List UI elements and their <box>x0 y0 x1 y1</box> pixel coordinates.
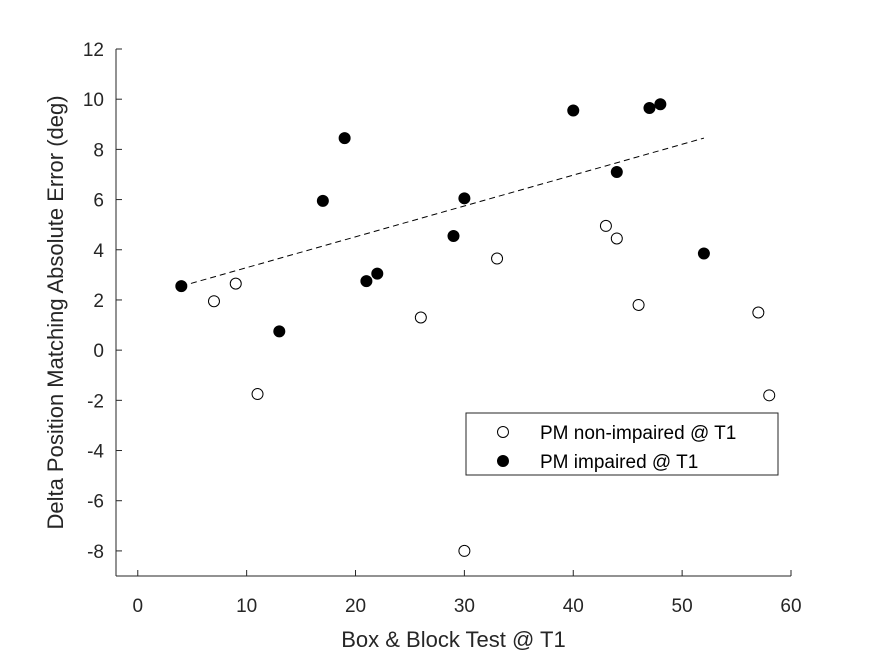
impaired-point <box>338 132 351 145</box>
impaired-point <box>175 280 188 293</box>
y-tick-label: 6 <box>93 191 104 212</box>
non-impaired-point <box>229 277 242 290</box>
y-tick-label: 4 <box>93 241 104 262</box>
impaired-point <box>316 194 329 207</box>
x-tick-label: 10 <box>236 596 257 617</box>
trendline-layer <box>181 137 705 287</box>
x-tick-label: 50 <box>672 596 693 617</box>
non-impaired-point <box>491 252 504 265</box>
y-axis-title: Delta Position Matching Absolute Error (… <box>43 95 68 529</box>
y-tick-label: 8 <box>93 140 104 161</box>
y-tick-label: 10 <box>83 90 104 111</box>
impaired-point <box>567 104 580 117</box>
non-impaired-point <box>632 298 645 311</box>
impaired-point <box>643 101 656 114</box>
impaired-point <box>458 192 471 205</box>
y-tick-label: -8 <box>87 542 104 563</box>
x-axis: 0 10 20 30 40 50 60 <box>116 570 802 617</box>
non-impaired-point <box>207 295 220 308</box>
impaired-point <box>360 275 373 288</box>
x-tick-label: 0 <box>132 596 143 617</box>
non-impaired-point <box>763 389 776 402</box>
legend: PM non-impaired @ T1 PM impaired @ T1 <box>465 412 779 476</box>
x-tick-label: 30 <box>454 596 475 617</box>
non-impaired-point <box>752 306 765 319</box>
impaired-point <box>654 98 667 111</box>
y-axis: -8 -6 -4 -2 0 2 4 6 8 10 12 <box>83 40 122 576</box>
x-tick-label: 60 <box>780 596 801 617</box>
impaired-point <box>447 229 460 242</box>
impaired-point <box>610 165 623 178</box>
y-tick-label: 0 <box>93 341 104 362</box>
trendline <box>181 137 705 287</box>
points-layer <box>175 98 776 557</box>
legend-marker-non-impaired <box>497 426 509 438</box>
impaired-point <box>273 325 286 338</box>
y-tick-label: -6 <box>87 492 104 513</box>
non-impaired-point <box>414 311 427 324</box>
x-axis-title: Box & Block Test @ T1 <box>341 627 566 652</box>
y-tick-label: 2 <box>93 291 104 312</box>
x-tick-label: 20 <box>345 596 366 617</box>
legend-label: PM non-impaired @ T1 <box>540 423 736 444</box>
legend-label: PM impaired @ T1 <box>540 452 698 473</box>
y-tick-label: 12 <box>83 40 104 61</box>
non-impaired-point <box>610 232 623 245</box>
impaired-point <box>697 247 710 260</box>
y-tick-label: -2 <box>87 391 104 412</box>
impaired-point <box>371 267 384 280</box>
y-tick-label: -4 <box>87 442 104 463</box>
x-tick-label: 40 <box>563 596 584 617</box>
non-impaired-point <box>599 219 612 232</box>
legend-marker-impaired <box>497 455 509 467</box>
non-impaired-point <box>251 388 264 401</box>
legend-box <box>465 412 779 476</box>
non-impaired-point <box>458 544 471 557</box>
